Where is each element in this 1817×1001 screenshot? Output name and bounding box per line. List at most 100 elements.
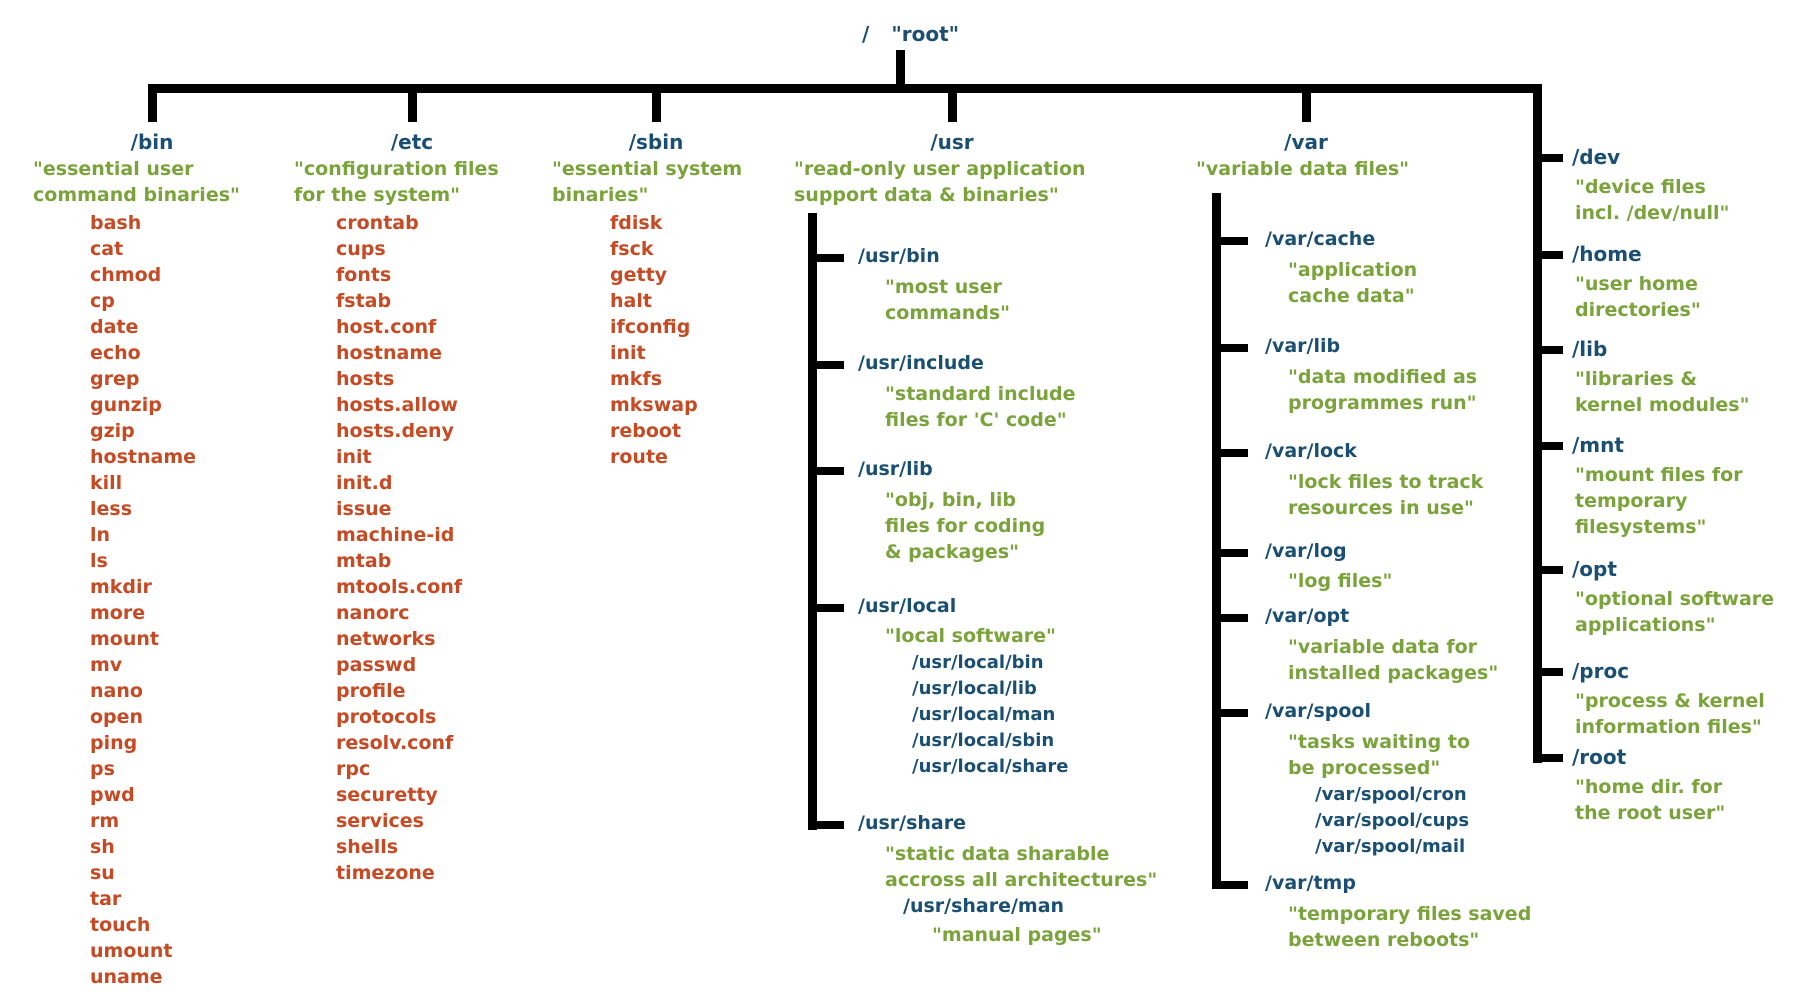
usr-share-man-heading: /usr/share/man — [903, 895, 1065, 917]
rootdir-description: "home dir. for the root user" — [1575, 774, 1725, 826]
bin-item: sh — [90, 836, 115, 858]
etc-description-line: "configuration files — [294, 158, 499, 180]
bin-item: less — [90, 498, 133, 520]
bin-item: kill — [90, 472, 123, 494]
bin-item: more — [90, 602, 146, 624]
var-description-line: "variable data files" — [1196, 158, 1410, 180]
lib-tick — [1533, 346, 1563, 354]
bin-item: grep — [90, 368, 140, 390]
root-label: "root" — [891, 22, 960, 46]
rootdir-description-line: "home dir. for — [1575, 776, 1723, 798]
bin-item: ping — [90, 732, 138, 754]
lib-description-line: kernel modules" — [1575, 394, 1750, 416]
root-connector — [896, 50, 905, 90]
var-cache-description-line: "application — [1288, 259, 1418, 281]
bin-description-line: "essential user — [33, 158, 194, 180]
etc-item: init.d — [336, 472, 393, 494]
mnt-description: "mount files for temporary filesystems" — [1575, 462, 1743, 540]
var-opt-description-line: "variable data for — [1288, 636, 1478, 658]
bin-items: bash cat chmod cp date echo grep gunzip gzip host… — [90, 210, 196, 990]
usr-lib-heading: /usr/lib — [858, 458, 933, 480]
bin-item: gunzip — [90, 394, 162, 416]
bin-item: date — [90, 316, 139, 338]
dev-description-line: incl. /dev/null" — [1575, 202, 1730, 224]
etc-item: init — [336, 446, 372, 468]
usr-lib-description-line: "obj, bin, lib — [885, 489, 1016, 511]
bin-item: bash — [90, 212, 142, 234]
sbin-heading: /sbin — [628, 130, 684, 154]
usr-local-subdir: /usr/local/bin — [912, 652, 1044, 673]
sbin-description-line: "essential system — [552, 158, 743, 180]
bin-item: uname — [90, 966, 163, 988]
etc-item: hosts.deny — [336, 420, 454, 442]
etc-item: crontab — [336, 212, 419, 234]
bin-item: open — [90, 706, 144, 728]
lib-heading: /lib — [1572, 337, 1608, 361]
var-tmp-tick — [1212, 881, 1248, 889]
usr-lib-description-line: files for coding — [885, 515, 1046, 537]
usr-local-subdirs: /usr/local/bin/usr/local/lib/usr/local/m… — [912, 650, 1068, 780]
var-spool-subdirs: /var/spool/cron/var/spool/cups/var/spool… — [1315, 782, 1469, 860]
var-lib-description-line: "data modified as — [1288, 366, 1478, 388]
var-spool-subdir: /var/spool/mail — [1315, 836, 1466, 857]
usr-include-description-line: files for 'C' code" — [885, 409, 1067, 431]
etc-item: hosts.allow — [336, 394, 458, 416]
usr-local-subdir: /usr/local/share — [912, 756, 1069, 777]
etc-item: shells — [336, 836, 399, 858]
usr-trunk — [808, 213, 817, 830]
etc-item: resolv.conf — [336, 732, 454, 754]
etc-item: timezone — [336, 862, 435, 884]
var-spool-subdir: /var/spool/cron — [1315, 784, 1467, 805]
home-description-line: directories" — [1575, 299, 1701, 321]
bin-description-line: command binaries" — [33, 184, 240, 206]
var-tmp-description-line: "temporary files saved — [1288, 903, 1532, 925]
sbin-item: route — [610, 446, 668, 468]
home-description: "user home directories" — [1575, 271, 1701, 323]
bin-heading: /bin — [130, 130, 174, 154]
var-lock-description-line: "lock files to track — [1288, 471, 1484, 493]
usr-bin-tick — [808, 254, 844, 262]
usr-description-line: "read-only user application — [794, 158, 1086, 180]
dev-heading: /dev — [1572, 145, 1621, 169]
proc-heading: /proc — [1572, 659, 1630, 683]
bin-item: pwd — [90, 784, 135, 806]
var-spool-tick — [1212, 709, 1248, 717]
usr-include-description: "standard include files for 'C' code" — [885, 381, 1075, 433]
sbin-item: mkfs — [610, 368, 663, 390]
etc-description-line: for the system" — [294, 184, 461, 206]
etc-item: nanorc — [336, 602, 410, 624]
bin-item: rm — [90, 810, 120, 832]
var-lib-heading: /var/lib — [1265, 335, 1341, 357]
var-cache-description: "application cache data" — [1288, 257, 1417, 309]
proc-tick — [1533, 668, 1563, 676]
etc-item: profile — [336, 680, 406, 702]
usr-lib-description: "obj, bin, lib files for coding & packages… — [885, 487, 1045, 565]
var-lib-description: "data modified as programmes run" — [1288, 364, 1477, 416]
usr-local-subdir: /usr/local/sbin — [912, 730, 1055, 751]
var-log-heading: /var/log — [1265, 540, 1347, 562]
mnt-tick — [1533, 442, 1563, 450]
usr-include-description-line: "standard include — [885, 383, 1076, 405]
var-tmp-description-line: between reboots" — [1288, 929, 1480, 951]
bin-item: nano — [90, 680, 143, 702]
usr-local-heading: /usr/local — [858, 595, 957, 617]
home-heading: /home — [1572, 242, 1642, 266]
bin-item: mv — [90, 654, 123, 676]
bin-item: mkdir — [90, 576, 152, 598]
bin-item: hostname — [90, 446, 197, 468]
bin-item: gzip — [90, 420, 135, 442]
var-cache-heading: /var/cache — [1265, 228, 1376, 250]
var-opt-heading: /var/opt — [1265, 605, 1350, 627]
bin-branch — [148, 84, 157, 122]
bin-item: ln — [90, 524, 111, 546]
sbin-item: mkswap — [610, 394, 698, 416]
var-log-description-line: "log files" — [1288, 570, 1393, 592]
etc-item: hosts — [336, 368, 395, 390]
bin-item: chmod — [90, 264, 162, 286]
usr-bin-heading: /usr/bin — [858, 245, 940, 267]
usr-share-heading: /usr/share — [858, 812, 966, 834]
sbin-item: init — [610, 342, 646, 364]
etc-item: rpc — [336, 758, 371, 780]
bin-item: cat — [90, 238, 124, 260]
